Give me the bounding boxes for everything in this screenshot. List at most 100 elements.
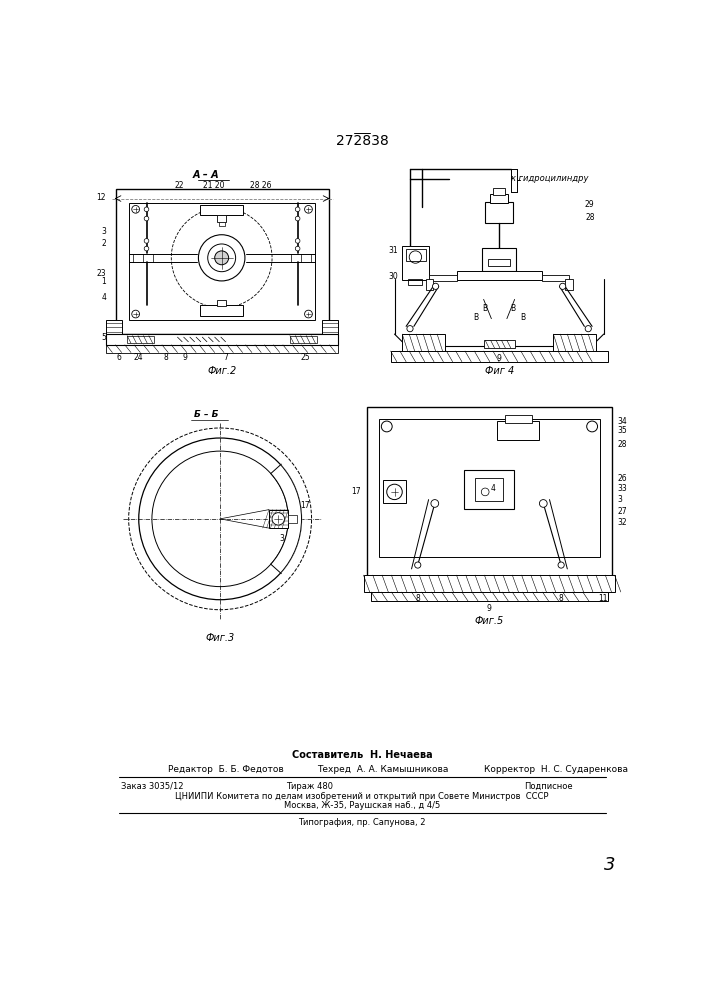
Text: 28: 28 bbox=[585, 213, 595, 222]
Text: B: B bbox=[520, 313, 525, 322]
Circle shape bbox=[558, 562, 564, 568]
Bar bbox=[505, 415, 532, 423]
Circle shape bbox=[587, 421, 597, 432]
Bar bbox=[129, 203, 315, 320]
Bar bbox=[383, 480, 406, 503]
Text: 8: 8 bbox=[163, 353, 168, 362]
Text: Тираж 480: Тираж 480 bbox=[286, 782, 333, 791]
Text: 3: 3 bbox=[280, 534, 284, 543]
Circle shape bbox=[144, 216, 149, 221]
Text: 17: 17 bbox=[300, 500, 310, 510]
Bar bbox=[429, 275, 457, 281]
Text: 12: 12 bbox=[97, 192, 106, 202]
Text: Б – Б: Б – Б bbox=[194, 410, 218, 419]
Circle shape bbox=[585, 326, 591, 332]
Text: 35: 35 bbox=[618, 426, 627, 435]
Bar bbox=[115, 189, 329, 334]
Circle shape bbox=[152, 451, 288, 587]
Bar bbox=[391, 351, 607, 362]
Circle shape bbox=[296, 207, 300, 212]
Text: 4: 4 bbox=[491, 484, 496, 493]
Text: Подписное: Подписное bbox=[524, 782, 573, 791]
Bar bbox=[493, 188, 506, 195]
Bar bbox=[426, 279, 433, 290]
Text: 31: 31 bbox=[389, 246, 398, 255]
Text: 5: 5 bbox=[101, 333, 106, 342]
Text: Заказ 3035/12: Заказ 3035/12 bbox=[121, 782, 183, 791]
Circle shape bbox=[132, 310, 139, 318]
Text: Редактор  Б. Б. Федотов: Редактор Б. Б. Федотов bbox=[168, 765, 284, 774]
Text: 28: 28 bbox=[618, 440, 627, 449]
Bar bbox=[269, 510, 288, 528]
Text: 8: 8 bbox=[416, 594, 420, 603]
Text: 30: 30 bbox=[389, 272, 398, 281]
Text: 24: 24 bbox=[134, 353, 144, 362]
Bar bbox=[379, 419, 600, 557]
Text: B: B bbox=[510, 304, 515, 313]
Text: 7: 7 bbox=[223, 353, 228, 362]
Bar bbox=[288, 515, 297, 523]
Bar bbox=[475, 478, 503, 501]
Bar bbox=[409, 279, 422, 285]
Circle shape bbox=[414, 562, 421, 568]
Circle shape bbox=[132, 205, 139, 213]
Text: ЦНИИПИ Комитета по делам изобретений и открытий при Совете Министров  СССР: ЦНИИПИ Комитета по делам изобретений и о… bbox=[175, 792, 549, 801]
Bar bbox=[457, 271, 542, 280]
Text: 272838: 272838 bbox=[336, 134, 388, 148]
Bar bbox=[200, 305, 243, 316]
Circle shape bbox=[305, 205, 312, 213]
Bar bbox=[127, 336, 154, 343]
Text: 28 26: 28 26 bbox=[250, 181, 271, 190]
Text: Фиг.5: Фиг.5 bbox=[474, 616, 503, 626]
Circle shape bbox=[144, 239, 149, 243]
Text: Техред  А. А. Камышникова: Техред А. А. Камышникова bbox=[317, 765, 448, 774]
Circle shape bbox=[433, 283, 438, 289]
Bar bbox=[497, 421, 539, 440]
Circle shape bbox=[215, 251, 228, 265]
Text: к гидроцилиндру: к гидроцилиндру bbox=[510, 174, 588, 183]
Circle shape bbox=[144, 207, 149, 212]
Bar bbox=[542, 275, 569, 281]
Bar bbox=[565, 279, 573, 290]
Bar bbox=[464, 470, 514, 509]
Bar bbox=[290, 336, 317, 343]
Text: 11: 11 bbox=[598, 594, 607, 603]
Wedge shape bbox=[271, 464, 303, 573]
Circle shape bbox=[381, 421, 392, 432]
Circle shape bbox=[407, 326, 413, 332]
Circle shape bbox=[431, 500, 438, 507]
Bar bbox=[106, 334, 338, 345]
Bar bbox=[554, 334, 596, 351]
Bar bbox=[363, 575, 615, 592]
Text: 1: 1 bbox=[101, 277, 106, 286]
Text: 26: 26 bbox=[618, 474, 627, 483]
Text: 23: 23 bbox=[97, 269, 106, 278]
Bar bbox=[217, 215, 226, 222]
Text: Составитель  Н. Нечаева: Составитель Н. Нечаева bbox=[292, 750, 432, 760]
Text: Фиг 4: Фиг 4 bbox=[484, 366, 514, 376]
Circle shape bbox=[296, 239, 300, 243]
Text: 25: 25 bbox=[300, 353, 310, 362]
Text: 34: 34 bbox=[618, 417, 627, 426]
Text: 33: 33 bbox=[618, 484, 627, 493]
Bar bbox=[106, 320, 122, 343]
Bar bbox=[489, 259, 510, 266]
Text: Москва, Ж-35, Раушская наб., д 4/5: Москва, Ж-35, Раушская наб., д 4/5 bbox=[284, 801, 440, 810]
Bar bbox=[322, 320, 338, 343]
Circle shape bbox=[144, 246, 149, 251]
Circle shape bbox=[296, 216, 300, 221]
Bar bbox=[217, 300, 226, 306]
Text: 8: 8 bbox=[559, 594, 563, 603]
Bar bbox=[200, 205, 243, 215]
Text: 9: 9 bbox=[497, 354, 501, 363]
Bar bbox=[368, 407, 612, 577]
Text: Корректор  Н. С. Сударенкова: Корректор Н. С. Сударенкова bbox=[484, 765, 628, 774]
Text: 2: 2 bbox=[101, 239, 106, 248]
Circle shape bbox=[559, 283, 566, 289]
Bar bbox=[485, 202, 513, 223]
Text: 21 20: 21 20 bbox=[203, 181, 225, 190]
Text: Типография, пр. Сапунова, 2: Типография, пр. Сапунова, 2 bbox=[298, 818, 426, 827]
Bar bbox=[402, 334, 445, 351]
Text: 4: 4 bbox=[101, 293, 106, 302]
Bar bbox=[218, 222, 225, 226]
